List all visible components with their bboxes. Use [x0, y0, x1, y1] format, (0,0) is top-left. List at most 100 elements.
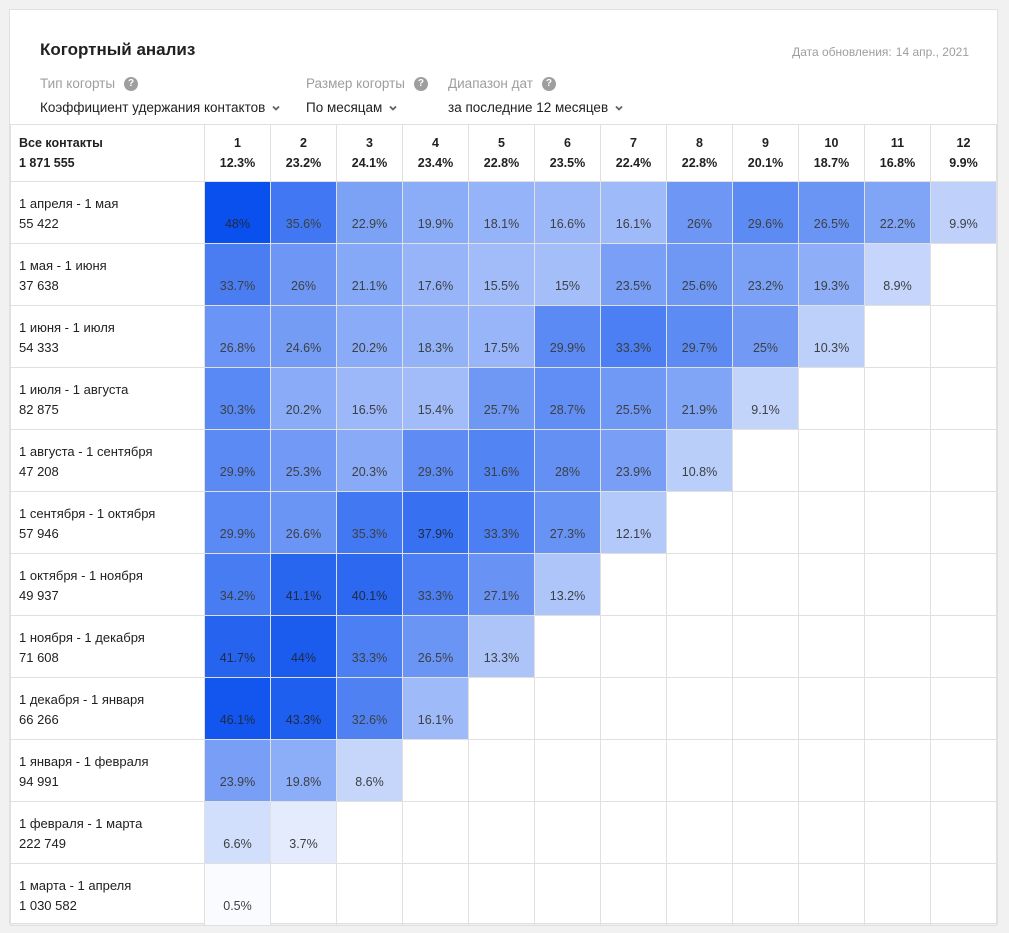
table-row: 1 мая - 1 июня 37 638 33.7% 26% 21.1% 17.6% 15… [10, 243, 997, 306]
retention-cell [930, 553, 997, 616]
update-date-label: Дата обновления: [792, 45, 892, 59]
retention-cell: 17.6% [402, 243, 469, 306]
retention-cell: 19.9% [402, 181, 469, 244]
retention-cell: 23.9% [204, 739, 271, 802]
date-range-value: за последние 12 месяцев [448, 100, 609, 115]
chevron-down-icon [272, 105, 280, 111]
retention-cell: 33.3% [336, 615, 403, 678]
cohort-range: 1 июня - 1 июля [19, 320, 115, 335]
month-column-header: 4 23.4% [402, 124, 469, 182]
retention-cell: 25.3% [270, 429, 337, 492]
filter-cohort-size: Размер когорты? По месяцам [306, 76, 428, 115]
retention-cell: 26.6% [270, 491, 337, 554]
retention-cell [534, 801, 601, 864]
retention-cell [930, 615, 997, 678]
retention-cell [666, 615, 733, 678]
retention-cell: 16.1% [402, 677, 469, 740]
retention-cell: 18.1% [468, 181, 535, 244]
retention-cell: 15% [534, 243, 601, 306]
retention-cell [600, 553, 667, 616]
retention-cell [534, 863, 601, 926]
retention-cell [600, 677, 667, 740]
retention-cell: 29.7% [666, 305, 733, 368]
chevron-down-icon [389, 105, 397, 111]
month-column-header: 2 23.2% [270, 124, 337, 182]
chevron-down-icon [615, 105, 623, 111]
retention-cell: 26% [666, 181, 733, 244]
retention-cell [666, 739, 733, 802]
month-column-header: 5 22.8% [468, 124, 535, 182]
cohort-range: 1 июля - 1 августа [19, 382, 129, 397]
cohort-count: 71 608 [19, 650, 59, 665]
retention-cell [864, 615, 931, 678]
retention-cell: 18.3% [402, 305, 469, 368]
retention-cell [666, 863, 733, 926]
retention-cell [864, 367, 931, 430]
help-circle-icon[interactable]: ? [124, 76, 139, 91]
retention-cell: 13.3% [468, 615, 535, 678]
cohort-range: 1 мая - 1 июня [19, 258, 107, 273]
cohort-analysis-card: Когортный анализ Дата обновления: 14 апр.… [9, 9, 998, 926]
retention-cell: 46.1% [204, 677, 271, 740]
table-row: 1 июня - 1 июля 54 333 26.8% 24.6% 20.2% 18.3… [10, 305, 997, 368]
cohort-size-dropdown[interactable]: По месяцам [306, 100, 428, 115]
cohort-row-header: 1 апреля - 1 мая 55 422 [10, 181, 205, 244]
cohort-row-header: 1 октября - 1 ноября 49 937 [10, 553, 205, 616]
cohort-count: 1 030 582 [19, 898, 77, 913]
retention-cell [798, 801, 865, 864]
retention-cell: 28.7% [534, 367, 601, 430]
retention-cell: 9.9% [930, 181, 997, 244]
month-number: 6 [564, 136, 571, 150]
retention-cell [798, 429, 865, 492]
help-circle-icon[interactable]: ? [413, 76, 428, 91]
retention-cell [732, 863, 799, 926]
retention-cell: 33.3% [468, 491, 535, 554]
retention-cell: 16.6% [534, 181, 601, 244]
retention-cell [930, 739, 997, 802]
month-column-header: 9 20.1% [732, 124, 799, 182]
retention-cell [270, 863, 337, 926]
retention-cell: 23.9% [600, 429, 667, 492]
retention-cell [798, 491, 865, 554]
filter-date-range: Диапазон дат? за последние 12 месяцев [448, 76, 624, 115]
table-body: 1 апреля - 1 мая 55 422 48% 35.6% 22.9% 19.9%… [10, 181, 997, 926]
retention-cell [468, 801, 535, 864]
cohort-type-value: Коэффициент удержания контактов [40, 100, 266, 115]
month-column-header: 8 22.8% [666, 124, 733, 182]
month-number: 10 [824, 136, 839, 150]
cohort-row-header: 1 февраля - 1 марта 222 749 [10, 801, 205, 864]
retention-cell: 35.6% [270, 181, 337, 244]
retention-cell: 13.2% [534, 553, 601, 616]
retention-cell: 33.3% [600, 305, 667, 368]
retention-cell [732, 553, 799, 616]
retention-cell: 41.7% [204, 615, 271, 678]
retention-cell [930, 863, 997, 926]
help-circle-icon[interactable]: ? [541, 76, 556, 91]
date-range-dropdown[interactable]: за последние 12 месяцев [448, 100, 624, 115]
retention-cell: 6.6% [204, 801, 271, 864]
month-number: 5 [498, 136, 505, 150]
month-average: 16.8% [879, 156, 916, 170]
month-number: 4 [432, 136, 439, 150]
retention-cell: 28% [534, 429, 601, 492]
retention-cell: 25.7% [468, 367, 535, 430]
retention-cell [732, 739, 799, 802]
cohort-type-dropdown[interactable]: Коэффициент удержания контактов [40, 100, 281, 115]
retention-cell: 16.1% [600, 181, 667, 244]
retention-cell [930, 305, 997, 368]
cohort-row-header: 1 декабря - 1 января 66 266 [10, 677, 205, 740]
retention-cell: 19.3% [798, 243, 865, 306]
retention-cell [864, 863, 931, 926]
retention-cell: 9.1% [732, 367, 799, 430]
page-title: Когортный анализ [40, 40, 196, 59]
retention-cell [402, 801, 469, 864]
retention-cell: 8.6% [336, 739, 403, 802]
month-number: 8 [696, 136, 703, 150]
retention-cell: 15.4% [402, 367, 469, 430]
cohort-range: 1 ноября - 1 декабря [19, 630, 145, 645]
all-contacts-header: Все контакты 1 871 555 [10, 124, 205, 182]
retention-cell: 44% [270, 615, 337, 678]
month-column-header: 3 24.1% [336, 124, 403, 182]
table-row: 1 сентября - 1 октября 57 946 29.9% 26.6% 35… [10, 491, 997, 554]
month-average: 12.3% [219, 156, 256, 170]
